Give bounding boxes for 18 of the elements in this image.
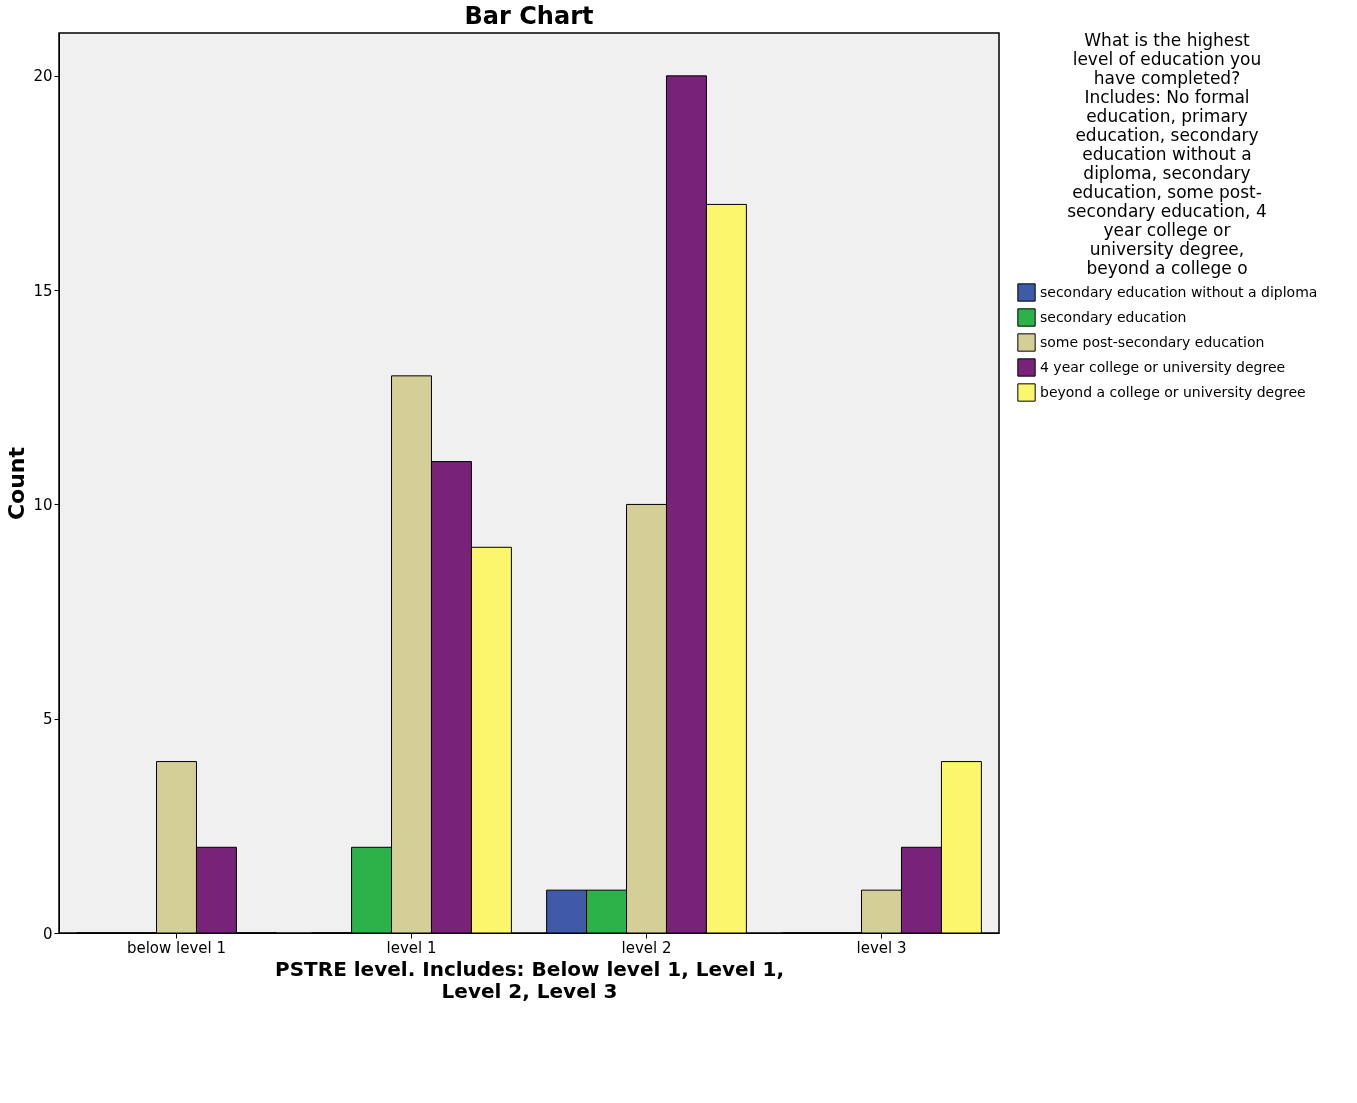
text: What is the highest level of education you have completed? Includes: No formal education, primary education, secondary education without a diploma, secondary education, some post-secondary education, 4 year college or university degree, beyond a college o (1067, 30, 1267, 278)
x-tick-label: below level 1 (126, 938, 227, 957)
x-tick-label: level 3 (856, 938, 907, 957)
x-tick-label: level 1 (386, 938, 437, 957)
y-tick-label: 20 (33, 67, 53, 86)
y-tick-label: 10 (33, 495, 53, 514)
y-tick-label: 15 (33, 281, 53, 300)
legend-label: secondary education without a diploma (1040, 283, 1318, 300)
legend-label: beyond a college or university degree (1040, 383, 1306, 400)
x-axis-title: PSTRE level. Includes: Below level 1, Level 1, Level 2, Level 3 (275, 956, 784, 1003)
chart-title: Bar Chart (464, 2, 594, 30)
x-tick-label: level 2 (621, 938, 672, 957)
y-tick-label: 5 (42, 710, 53, 729)
legend-label: secondary education (1040, 308, 1187, 325)
legend-label: some post-secondary education (1040, 333, 1265, 350)
legend-label: 4 year college or university degree (1040, 358, 1286, 375)
y-tick-label: 0 (42, 924, 53, 943)
y-axis-title: Count (4, 446, 30, 521)
